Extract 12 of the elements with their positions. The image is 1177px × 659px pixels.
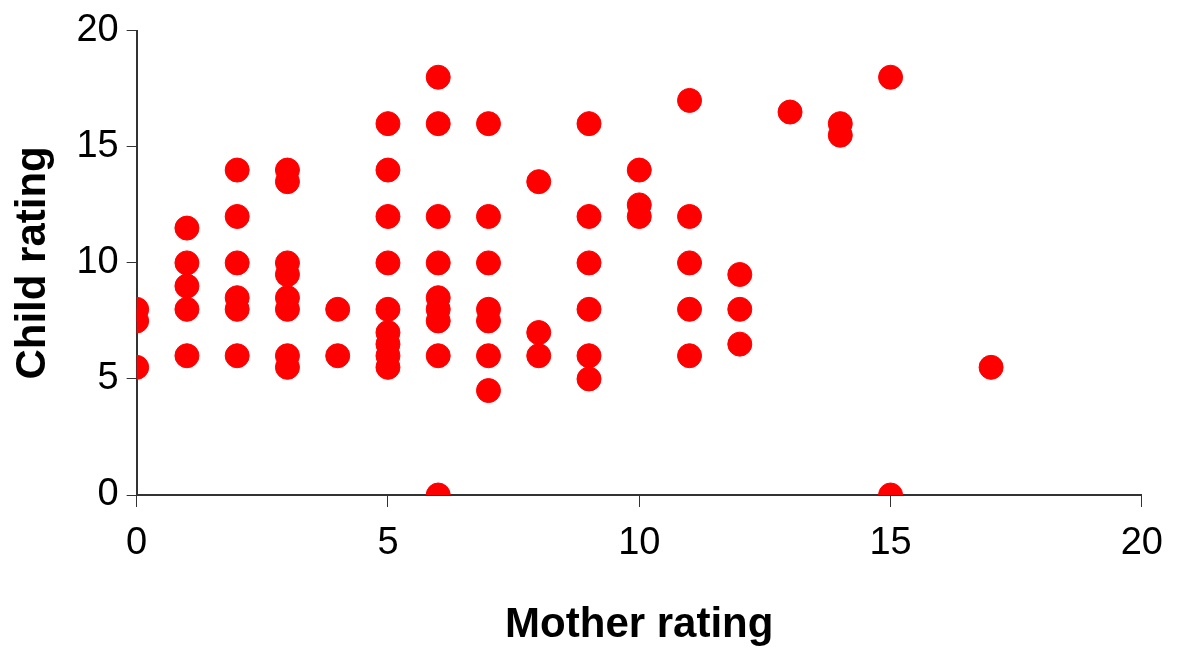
y-axis-title: Child rating xyxy=(6,146,54,380)
x-axis-title: Mother rating xyxy=(505,599,774,647)
x-tick-label: 0 xyxy=(126,520,148,563)
x-tick-label: 15 xyxy=(869,520,912,563)
y-tick-label: 10 xyxy=(76,239,119,282)
y-tick-label: 5 xyxy=(97,355,119,398)
x-tick-label: 5 xyxy=(377,520,399,563)
y-tick-label: 20 xyxy=(76,7,119,50)
y-tick-label: 0 xyxy=(97,471,119,514)
y-tick-label: 15 xyxy=(76,123,119,166)
x-tick-label: 20 xyxy=(1120,520,1164,563)
x-tick-label: 10 xyxy=(618,520,661,563)
